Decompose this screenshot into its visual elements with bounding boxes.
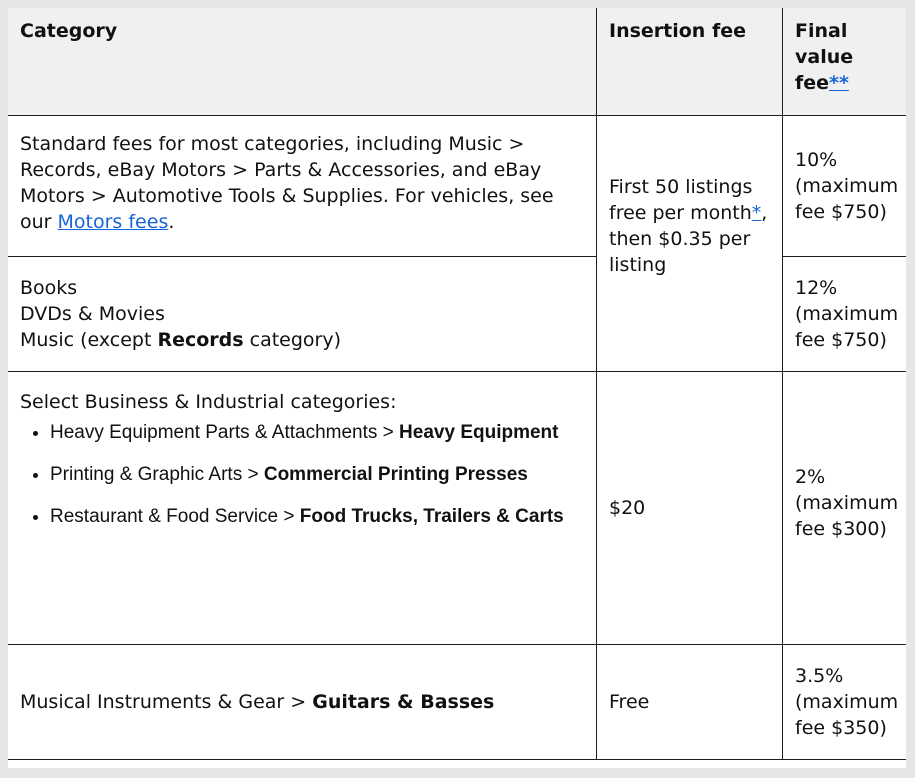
insertion-fee-cell: $20 (596, 371, 783, 645)
list-item: Heavy Equipment Parts & Attachments > He… (50, 417, 584, 449)
header-insertion-fee: Insertion fee (596, 8, 783, 116)
list-item: Restaurant & Food Service > Food Trucks,… (50, 501, 584, 533)
final-value-fee-cell: 2% (maximum fee $300) (782, 371, 906, 645)
free-listings-footnote-link[interactable]: * (751, 201, 762, 224)
category-cell: Select Business & Industrial categories:… (8, 371, 597, 645)
table-row: Musical Instruments & Gear > Guitars & B… (8, 644, 906, 760)
business-industrial-list: Heavy Equipment Parts & Attachments > He… (20, 417, 584, 533)
final-value-fee-cell: 3.5% (maximum fee $350) (782, 644, 906, 760)
fees-table: Category Insertion fee Final value fee**… (8, 8, 906, 760)
fees-table-container: Category Insertion fee Final value fee**… (8, 8, 906, 768)
table-row: Standard fees for most categories, inclu… (8, 115, 906, 372)
final-value-fee-cell: 12% (maximum fee $750) (782, 256, 906, 372)
header-category: Category (8, 8, 597, 116)
business-industrial-intro: Select Business & Industrial categories: (20, 390, 397, 413)
final-value-fee-cell: 10% (maximum fee $750) (782, 115, 906, 257)
table-row: Select Business & Industrial categories:… (8, 371, 906, 645)
header-final-value-fee: Final value fee** (782, 8, 906, 116)
insertion-fee-cell: Free (596, 644, 783, 760)
category-cell: Books DVDs & Movies Music (except Record… (8, 256, 597, 372)
final-value-fee-footnote-link[interactable]: ** (829, 72, 849, 94)
insertion-fee-cell: First 50 listings free per month*, then … (596, 115, 783, 372)
motors-fees-link[interactable]: Motors fees (57, 210, 169, 233)
category-cell: Musical Instruments & Gear > Guitars & B… (8, 644, 597, 760)
table-row: Books DVDs & Movies Music (except Record… (8, 256, 906, 372)
table-header-row: Category Insertion fee Final value fee** (8, 8, 906, 116)
list-item: Printing & Graphic Arts > Commercial Pri… (50, 459, 584, 491)
category-cell: Standard fees for most categories, inclu… (8, 115, 597, 257)
